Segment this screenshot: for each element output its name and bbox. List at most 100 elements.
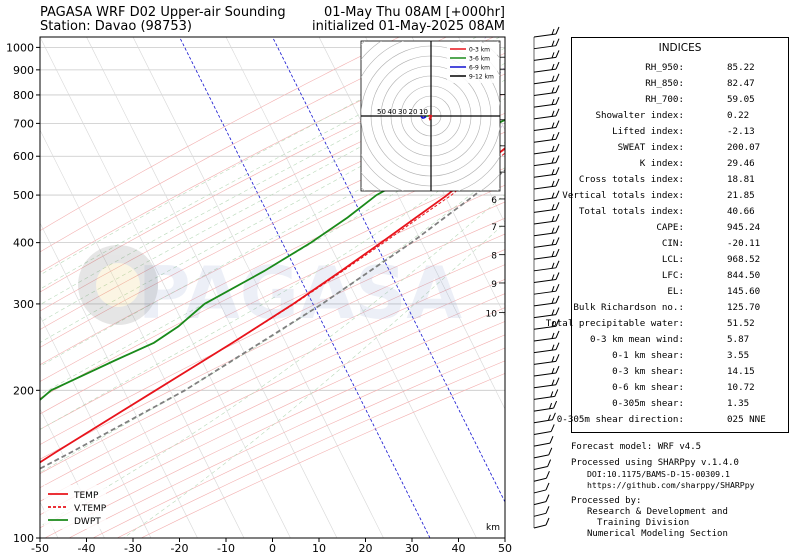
- barb-flag-2: [551, 286, 555, 292]
- barb-flag: [548, 447, 553, 456]
- barb-shaft: [533, 56, 557, 61]
- barb-shaft: [533, 243, 557, 248]
- index-key: LFC:: [661, 270, 684, 281]
- index-key: 0-3 km mean wind:: [589, 334, 684, 345]
- index-row: RH_700: 59.05: [572, 94, 788, 108]
- wind-barb: [533, 61, 560, 73]
- wind-barb: [533, 155, 560, 167]
- barb-shaft: [533, 220, 557, 225]
- barb-shaft: [533, 372, 557, 377]
- note-model: Forecast model: WRF v4.5: [571, 442, 702, 452]
- barb-flag-2: [551, 379, 555, 386]
- barb-flag-2: [551, 227, 555, 234]
- series-line-2: [40, 118, 505, 401]
- barb-flag: [555, 237, 560, 245]
- barb-flag: [545, 494, 550, 502]
- logo-circle: [78, 245, 158, 325]
- x-tick-label: 30: [405, 542, 419, 555]
- wind-barb: [533, 50, 560, 61]
- hodo-trace-1: [425, 115, 429, 118]
- barb-flag: [555, 26, 560, 35]
- hodo-trace-0: [428, 114, 433, 121]
- barb-flag: [555, 330, 560, 339]
- barb-shaft: [533, 208, 557, 213]
- barb-flag-2: [551, 215, 555, 222]
- wind-barb: [533, 143, 560, 155]
- note-org1: Research & Development and: [587, 507, 728, 517]
- dry-adiabat: [40, 184, 505, 415]
- index-key: 0-305m shear direction:: [556, 414, 684, 425]
- barb-flag-2: [551, 274, 555, 281]
- wind-barb: [533, 272, 560, 283]
- index-row: Total totals index: 40.66: [572, 206, 788, 220]
- index-row: 0-6 km shear: 10.72: [572, 382, 788, 396]
- barb-flag-2: [551, 157, 555, 164]
- isotherm: [86, 37, 338, 538]
- height-label: 7: [491, 223, 497, 233]
- barb-shaft: [533, 290, 557, 295]
- legend-label-0: TEMP: [73, 491, 99, 501]
- wind-barb: [533, 506, 550, 517]
- index-value: 21.85: [727, 190, 755, 201]
- barb-flag: [555, 73, 560, 81]
- barb-flag: [555, 377, 560, 385]
- index-value: 968.52: [727, 254, 761, 265]
- barb-flag: [545, 471, 550, 479]
- index-value: 3.55: [727, 350, 750, 361]
- title-right-1: 01-May Thu 08AM [+000hr]: [323, 5, 505, 20]
- isotherm: [179, 37, 431, 538]
- wind-barb: [533, 38, 560, 50]
- barb-shaft: [533, 384, 557, 389]
- index-value: 1.35: [727, 398, 750, 409]
- index-value: 125.70: [727, 302, 761, 313]
- index-row: CAPE: 945.24: [572, 222, 788, 236]
- height-label: 8: [491, 252, 497, 262]
- watermark: PAGASA: [138, 251, 463, 335]
- index-row: EL: 145.60: [572, 286, 788, 300]
- barb-shaft: [533, 267, 557, 272]
- hodo-ring-label: 10: [419, 108, 428, 116]
- index-row: 0-1 km shear: 3.55: [572, 350, 788, 364]
- barb-shaft: [533, 103, 557, 108]
- x-tick-label: 50: [498, 542, 512, 555]
- wind-barb: [533, 85, 560, 96]
- barb-flag-2: [551, 250, 555, 257]
- barb-flag-2: [547, 414, 551, 421]
- index-key: CAPE:: [656, 222, 684, 233]
- index-value: 85.22: [727, 62, 755, 73]
- wind-barb: [533, 178, 560, 190]
- legend-label-2: DWPT: [74, 517, 101, 527]
- index-key: LCL:: [661, 254, 684, 265]
- y-tick-label: 500: [13, 189, 34, 202]
- moist-adiabat: [40, 47, 505, 306]
- dry-adiabat: [40, 293, 505, 516]
- y-tick-label: 200: [13, 384, 34, 397]
- barb-flag: [555, 202, 560, 210]
- x-tick-label: -40: [78, 542, 96, 555]
- barb-shaft: [533, 430, 552, 435]
- barb-flag-2: [551, 110, 555, 117]
- wind-barb: [533, 213, 560, 225]
- index-key: Cross totals index:: [578, 174, 684, 185]
- barb-shaft: [533, 138, 557, 143]
- barb-shaft: [533, 407, 554, 412]
- x-tick-label: 40: [452, 542, 466, 555]
- barb-flag: [555, 248, 560, 257]
- barb-shaft: [533, 395, 555, 400]
- index-value: 025 NNE: [727, 414, 766, 425]
- barb-shaft: [533, 489, 547, 494]
- indices-panel: INDICES RH_950: 85.22 RH_850: 82.47 RH_700: 5…: [546, 37, 789, 433]
- index-row: LCL: 968.52: [572, 254, 788, 268]
- wind-barb: [533, 365, 560, 377]
- wind-barb: [533, 248, 560, 260]
- dry-adiabat: [40, 37, 400, 232]
- barb-flag: [555, 61, 560, 70]
- hodo-legend-label-3: 9-12 km: [469, 74, 494, 81]
- index-value: 145.60: [727, 286, 761, 297]
- wind-barb: [533, 319, 560, 330]
- index-value: 40.66: [727, 206, 755, 217]
- isotherm: [40, 408, 105, 538]
- dry-adiabat: [40, 167, 505, 399]
- barb-flag-2: [551, 344, 555, 351]
